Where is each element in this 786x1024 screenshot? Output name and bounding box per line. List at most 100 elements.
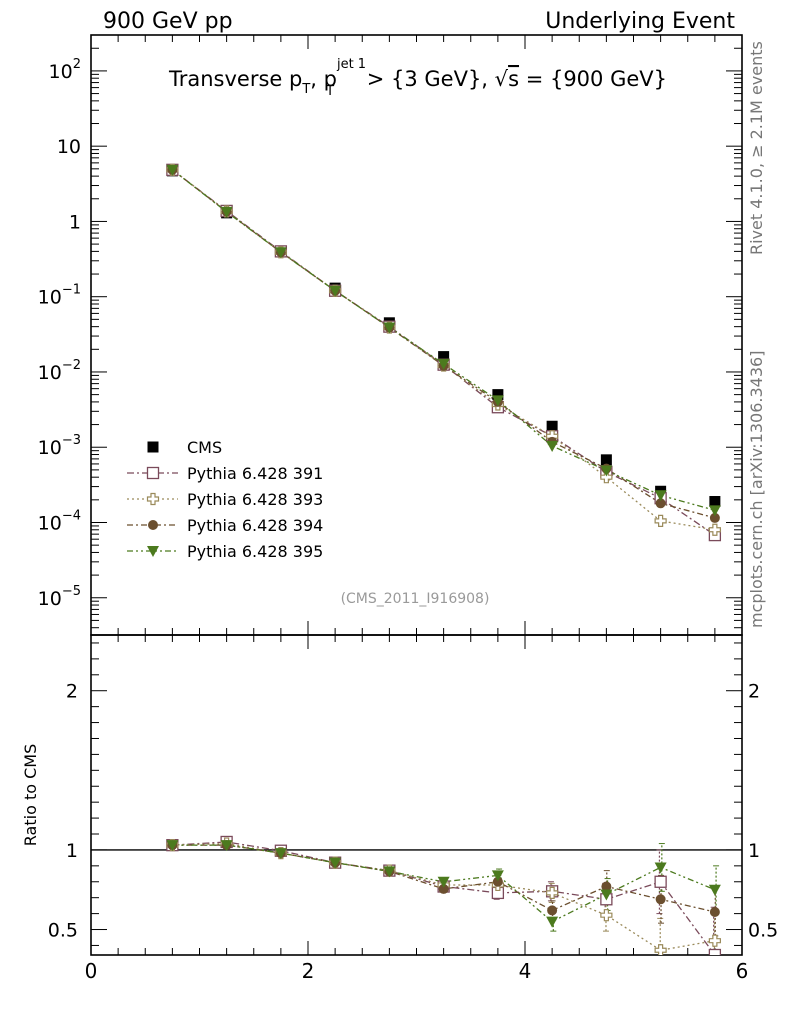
main-y-tick-label: 10−2: [38, 358, 81, 384]
header-left-title: 900 GeV pp: [103, 9, 233, 34]
mc-point: [274, 247, 287, 259]
mcplots-label: mcplots.cern.ch [arXiv:1306.3436]: [747, 351, 766, 628]
ratio-point: [601, 881, 612, 892]
mc-point: [655, 498, 666, 509]
data-point: [492, 389, 504, 401]
mc-point: [329, 285, 342, 297]
ratio-series-lines: [172, 841, 716, 955]
ratio-point: [546, 916, 559, 928]
ratio-series-line: [172, 841, 716, 955]
mc-point: [600, 471, 613, 484]
ratio-y-tick-label-right: 0.5: [748, 920, 778, 942]
header-right-title: Underlying Event: [545, 9, 735, 34]
ratio-series-markers: [166, 835, 722, 955]
ratio-point: [654, 875, 667, 888]
ratio-point: [166, 840, 179, 852]
mc-point: [708, 505, 721, 517]
ratio-series-line: [172, 842, 716, 951]
legend-label: CMS: [187, 438, 222, 457]
main-y-tick-label: 1: [69, 211, 81, 233]
ratio-y-tick-label: 1: [66, 840, 78, 862]
ratio-point: [438, 883, 449, 894]
legend-label: Pythia 6.428 391: [187, 464, 323, 483]
legend: CMS Pythia 6.428 391 Pythia 6.428 393 Pythi…: [127, 438, 323, 561]
mc-point: [708, 523, 721, 536]
ratio-point: [491, 870, 504, 882]
mc-point: [383, 322, 396, 334]
ratio-point: [655, 894, 666, 905]
main-series-markers: [166, 163, 722, 542]
main-series-line: [172, 169, 716, 519]
main-y-tick-label: 10: [57, 136, 81, 158]
ratio-point: [383, 866, 396, 878]
ratio-point: [274, 848, 287, 860]
legend-label: Pythia 6.428 394: [187, 516, 323, 535]
legend-label: Pythia 6.428 395: [187, 542, 323, 561]
ratio-point: [654, 862, 667, 874]
ratio-y-axis-label: Ratio to CMS: [21, 744, 40, 846]
ratio-axis-ticks: [90, 635, 743, 955]
ratio-point: [708, 948, 722, 955]
rivet-label: Rivet 4.1.0, ≥ 2.1M events: [747, 41, 766, 255]
x-tick-label: 0: [85, 959, 98, 983]
mc-point: [491, 395, 504, 407]
mc-point: [437, 358, 450, 370]
x-tick-labels: 0 2 4 6: [85, 959, 749, 983]
ratio-point: [600, 909, 613, 922]
mc-point: [709, 512, 720, 523]
ratio-panel: 0.5 0.5 1 1 2 2 0 2 4 6 Ratio to CMS: [21, 634, 778, 983]
main-y-tick-labels: 10−5 10−4 10−3 10−2 10−1 1 10 102: [38, 57, 81, 610]
ratio-point: [492, 876, 503, 887]
ratio-point: [547, 905, 558, 916]
ratio-frame: [90, 634, 743, 956]
x-tick-label: 6: [736, 959, 749, 983]
ratio-point: [654, 944, 667, 955]
ratio-point: [220, 840, 233, 852]
main-y-tick-label: 10−3: [38, 433, 81, 459]
main-series-line: [172, 169, 716, 511]
ratio-y-tick-label: 2: [66, 681, 78, 703]
x-tick-label: 4: [519, 959, 532, 983]
data-point: [709, 496, 721, 508]
ratio-series-line: [172, 844, 716, 923]
main-y-tick-label: 10−4: [38, 508, 81, 534]
legend-marker: [146, 492, 160, 506]
ratio-y-tick-label-right: 1: [748, 840, 760, 862]
data-point: [546, 420, 558, 432]
mc-point: [654, 490, 667, 502]
x-tick-label: 2: [302, 959, 315, 983]
ratio-y-tick-label: 0.5: [48, 920, 78, 942]
ratio-error-bars: [168, 839, 720, 955]
ratio-point: [600, 889, 613, 901]
ratio-point: [437, 876, 450, 888]
data-point: [600, 454, 612, 466]
ratio-point: [709, 907, 720, 918]
mc-point: [166, 164, 179, 176]
mc-point: [600, 465, 613, 477]
data-point: [438, 351, 450, 363]
main-axis-ticks: [90, 34, 743, 635]
main-y-tick-label: 10−1: [38, 283, 81, 309]
legend-label: Pythia 6.428 393: [187, 490, 323, 509]
legend-marker: [146, 466, 160, 480]
main-y-tick-label: 10−5: [38, 584, 81, 610]
sqrt-sign: √: [495, 67, 509, 91]
ratio-point: [329, 857, 342, 869]
ratio-y-tick-label-right: 2: [748, 681, 760, 703]
mc-point: [220, 206, 233, 218]
ratio-point: [708, 934, 721, 947]
legend-marker: [147, 441, 159, 453]
mc-point: [546, 440, 559, 452]
ratio-point: [546, 886, 559, 900]
main-series-line: [172, 169, 716, 531]
mc-point: [654, 514, 667, 527]
legend-marker: [148, 520, 158, 530]
analysis-tag: (CMS_2011_I916908): [341, 591, 490, 607]
ratio-point: [708, 884, 721, 896]
legend-marker: [147, 546, 159, 557]
ratio-y-tick-labels: 0.5 0.5 1 1 2 2: [48, 681, 778, 942]
main-y-tick-label: 102: [49, 57, 81, 83]
